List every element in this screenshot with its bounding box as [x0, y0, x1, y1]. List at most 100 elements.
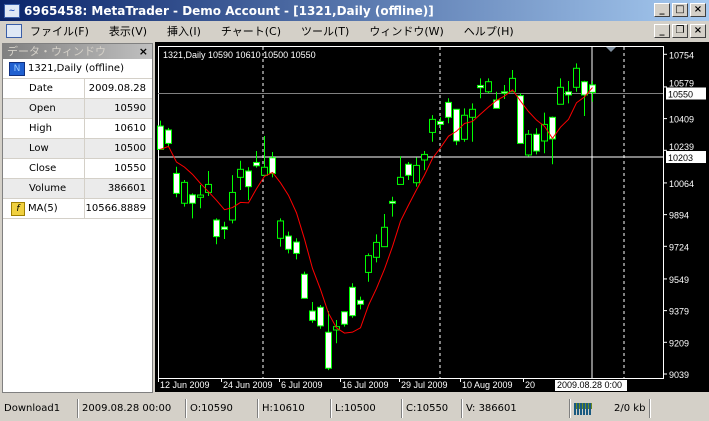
status-traffic: 2/0 kb [614, 403, 646, 414]
candle-bear [221, 226, 228, 230]
mdi-close-button[interactable]: × [690, 24, 706, 38]
candle-bear [253, 161, 260, 167]
candle-bull [469, 108, 476, 118]
candle-bull [373, 241, 380, 258]
connection-bars-icon [574, 402, 592, 415]
x-tick-label: 16 Jul 2009 [342, 380, 389, 390]
candle-bull [421, 153, 428, 161]
window-title: 6965458: MetaTrader - Demo Account - [13… [24, 3, 434, 18]
row-value: 10610 [114, 123, 146, 134]
title-bar: ~ 6965458: MetaTrader - Demo Account - [… [0, 0, 709, 21]
candle-bull [381, 226, 388, 248]
row-label: Open [3, 99, 85, 118]
candle-bear [477, 84, 484, 89]
candle-bull [277, 220, 284, 239]
candle-bear [213, 219, 220, 238]
row-label: Low [3, 139, 85, 158]
row-label: Date [3, 79, 85, 98]
row-value: 10550 [114, 163, 146, 174]
row-value: 386601 [107, 183, 146, 194]
x-tick-label: 12 Jun 2009 [160, 380, 210, 390]
candle-bear [501, 91, 508, 94]
candle-bull [413, 164, 420, 184]
chart-canvas[interactable]: 1321,Daily 10590 10610 10500 10550 10754… [155, 42, 709, 392]
candle-bear [493, 99, 500, 109]
maximize-button[interactable]: □ [672, 3, 688, 17]
bid-price-label-box [666, 87, 706, 100]
chart-shift-marker [606, 47, 616, 52]
candle-bear [189, 194, 196, 204]
status-volume: V: 386601 [462, 399, 570, 418]
row-label: Close [3, 159, 85, 178]
menu-insert[interactable]: 挿入(I) [167, 25, 201, 38]
status-open: O:10590 [186, 399, 258, 418]
candle-bear [349, 286, 356, 317]
candle-bull [197, 194, 204, 198]
candle-bear [285, 235, 292, 250]
status-profile: Download1 [0, 399, 78, 418]
symbol-label: 1321,Daily (offline) [28, 63, 124, 74]
candle-bear [317, 306, 324, 327]
close-button[interactable]: × [690, 3, 706, 17]
candle-bull [573, 67, 580, 88]
data-row-ma: f MA(5) 10566.8889 [3, 199, 152, 219]
chart-window-icon[interactable] [6, 24, 22, 38]
candle-bull [525, 133, 532, 156]
data-row-high: High 10610 [3, 119, 152, 139]
candle-bear [565, 91, 572, 96]
menu-chart[interactable]: チャート(C) [220, 25, 282, 38]
y-tick-label: 9379 [669, 307, 689, 317]
data-row-volume: Volume 386601 [3, 179, 152, 199]
row-label: High [3, 119, 85, 138]
crosshair-time-box [555, 380, 627, 391]
candle-bear [405, 163, 412, 176]
ma-line [160, 87, 593, 334]
app-icon: ~ [4, 3, 20, 18]
candle-bear [437, 120, 444, 125]
candle-bear [325, 331, 332, 369]
mdi-minimize-button[interactable]: _ [654, 24, 670, 38]
row-label: f MA(5) [3, 199, 85, 218]
menu-tools[interactable]: ツール(T) [301, 25, 350, 38]
y-tick-label: 9209 [669, 338, 689, 348]
row-value: 10500 [114, 143, 146, 154]
candle-bear [245, 170, 252, 188]
x-tick-label: 24 Jun 2009 [223, 380, 273, 390]
row-value: 2009.08.28 [88, 83, 146, 94]
symbol-row: N 1321,Daily (offline) [3, 59, 152, 79]
crosshair-time-label: 2009.08.28 0:00 [557, 380, 622, 390]
candle-bear [157, 125, 164, 150]
status-connection: 2/0 kb [570, 399, 650, 418]
y-tick-label: 10754 [669, 50, 694, 60]
candle-bull [485, 81, 492, 93]
data-row-close: Close 10550 [3, 159, 152, 179]
data-window-title: データ・ウィンドウ [7, 45, 106, 58]
y-tick-label: 10239 [669, 142, 694, 152]
data-row-low: Low 10500 [3, 139, 152, 159]
crosshair-price-label: 10203 [668, 153, 693, 163]
candle-bear [581, 81, 588, 96]
price-chart[interactable]: 1321,Daily 10590 10610 10500 10550 10754… [155, 42, 709, 392]
bid-price-label: 10550 [668, 90, 693, 100]
candle-bull [397, 176, 404, 185]
x-tick-label: 29 Jul 2009 [401, 380, 448, 390]
status-low: L:10500 [331, 399, 402, 418]
candle-bear [357, 299, 364, 305]
menu-view[interactable]: 表示(V) [108, 25, 148, 38]
y-tick-label: 9894 [669, 211, 689, 221]
x-tick-label: 20 [525, 380, 535, 390]
menu-window[interactable]: ウィンドウ(W) [369, 25, 444, 38]
minimize-button[interactable]: _ [654, 3, 670, 17]
candle-bear [173, 172, 180, 194]
menu-bar: ファイル(F) 表示(V) 挿入(I) チャート(C) ツール(T) ウィンドウ… [0, 21, 709, 41]
menu-file[interactable]: ファイル(F) [30, 25, 89, 38]
data-window-close-icon[interactable]: × [138, 45, 148, 58]
mdi-restore-button[interactable]: ❐ [672, 24, 688, 38]
data-window-header: データ・ウィンドウ × [3, 44, 152, 59]
candle-bull [261, 166, 268, 176]
candle-bull [509, 77, 516, 93]
candle-bear [341, 311, 348, 325]
indicator-icon: f [11, 201, 25, 216]
candle-bull [181, 181, 188, 204]
menu-help[interactable]: ヘルプ(H) [463, 25, 514, 38]
